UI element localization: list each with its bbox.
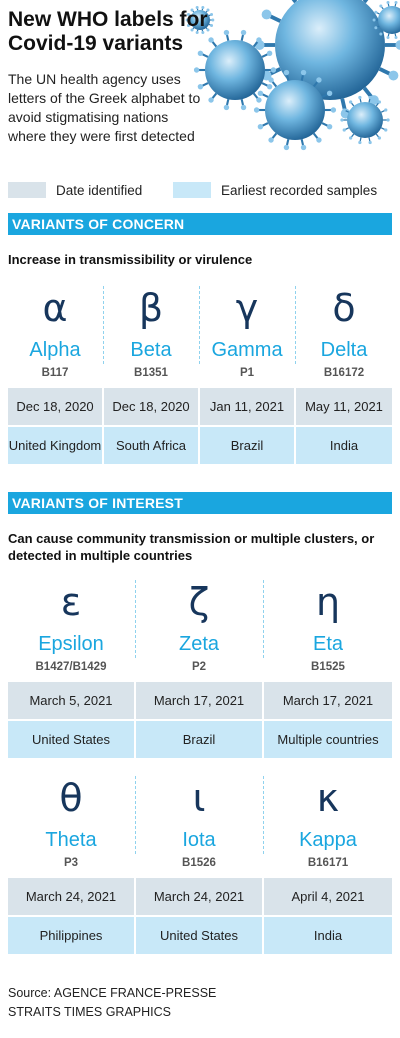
- variant-symbol: γ: [235, 286, 259, 330]
- variant-code: B117: [41, 367, 69, 379]
- earliest-sample-cell: Brazil: [200, 427, 294, 464]
- date-identified-cell: March 5, 2021: [8, 682, 134, 719]
- variant-name: Epsilon: [38, 633, 104, 655]
- variant-name: Eta: [312, 633, 344, 655]
- earliest-sample-cell: United States: [8, 721, 134, 758]
- legend-item-samples: Earliest recorded samples: [173, 180, 377, 200]
- section-description-concern: Increase in transmissibility or virulenc…: [8, 252, 253, 267]
- virus-particle: [193, 29, 277, 111]
- variant-symbol: θ: [59, 776, 83, 820]
- variant-card-alpha: α Alpha B117 Dec 18, 2020 United Kingdom: [8, 280, 102, 466]
- source-credit: Source: AGENCE FRANCE-PRESSE: [8, 986, 217, 1000]
- earliest-sample-cell: United States: [136, 917, 262, 954]
- date-identified-cell: Jan 11, 2021: [200, 388, 294, 425]
- section-description-interest: Can cause community transmission or mult…: [8, 531, 375, 563]
- variant-card-eta: η Eta B1525 March 17, 2021 Multiple countrie…: [264, 574, 392, 760]
- date-identified-cell: March 17, 2021: [264, 682, 392, 719]
- variant-code: B1351: [134, 367, 168, 379]
- variant-card-iota: ι Iota B1526 March 24, 2021 United States: [136, 770, 262, 956]
- earliest-sample-cell: South Africa: [104, 427, 198, 464]
- legend-item-date: Date identified: [8, 180, 142, 200]
- variant-symbol: ε: [60, 580, 82, 624]
- virus-particle: [185, 6, 215, 34]
- earliest-sample-cell: Philippines: [8, 917, 134, 954]
- variant-symbol: α: [42, 286, 68, 330]
- variant-code: P1: [239, 367, 255, 379]
- date-identified-cell: March 24, 2021: [8, 878, 134, 915]
- legend-label-date: Date identified: [56, 182, 143, 198]
- coronavirus-illustration: [185, 0, 400, 151]
- date-identified-cell: March 17, 2021: [136, 682, 262, 719]
- variant-name: Delta: [320, 339, 368, 361]
- column-divider: [263, 776, 264, 854]
- variant-code: P3: [63, 857, 79, 869]
- footer: Source: AGENCE FRANCE-PRESSE STRAITS TIM…: [8, 984, 392, 1022]
- variant-code: P2: [191, 661, 207, 673]
- graphics-credit: STRAITS TIMES GRAPHICS: [8, 1005, 171, 1019]
- variant-symbol: ι: [192, 776, 206, 820]
- variant-name: Zeta: [178, 633, 220, 655]
- page-subtitle: The UN health agency uses letters of the…: [8, 71, 201, 144]
- earliest-sample-cell: Multiple countries: [264, 721, 392, 758]
- earliest-sample-cell: Brazil: [136, 721, 262, 758]
- column-divider: [135, 580, 136, 658]
- column-divider: [135, 776, 136, 854]
- variant-symbol: η: [315, 580, 341, 624]
- variant-symbol: δ: [332, 286, 356, 330]
- variant-code: B1525: [311, 661, 345, 673]
- virus-particle: [372, 1, 400, 39]
- variant-card-theta: θ Theta P3 March 24, 2021 Philippines: [8, 770, 134, 956]
- variant-name: Beta: [130, 339, 172, 361]
- virus-particle: [253, 69, 337, 151]
- date-identified-cell: May 11, 2021: [296, 388, 392, 425]
- variant-symbol: κ: [316, 776, 340, 820]
- date-identified-cell: March 24, 2021: [136, 878, 262, 915]
- variant-symbol: β: [138, 286, 164, 330]
- legend-swatch-date: [8, 182, 46, 198]
- page-title: New WHO labels for Covid-19 variants: [8, 8, 208, 55]
- variant-name: Theta: [45, 829, 97, 851]
- variant-name: Kappa: [299, 829, 357, 851]
- date-identified-cell: Dec 18, 2020: [104, 388, 198, 425]
- legend-label-samples: Earliest recorded samples: [221, 182, 378, 198]
- variant-card-kappa: κ Kappa B16171 April 4, 2021 India: [264, 770, 392, 956]
- earliest-sample-cell: India: [264, 917, 392, 954]
- legend: Date identified Earliest recorded sample…: [8, 180, 392, 200]
- variant-card-zeta: ζ Zeta P2 March 17, 2021 Brazil: [136, 574, 262, 760]
- section-heading-interest: VARIANTS OF INTEREST: [8, 492, 392, 514]
- variant-name: Gamma: [211, 339, 283, 361]
- earliest-sample-cell: India: [296, 427, 392, 464]
- section-heading-concern: VARIANTS OF CONCERN: [8, 213, 392, 235]
- variant-code: B16172: [323, 367, 365, 379]
- header: New WHO labels for Covid-19 variants The…: [0, 0, 400, 165]
- variant-name: Alpha: [29, 339, 81, 361]
- column-divider: [103, 286, 104, 364]
- column-divider: [199, 286, 200, 364]
- variant-card-gamma: γ Gamma P1 Jan 11, 2021 Brazil: [200, 280, 294, 466]
- date-identified-cell: Dec 18, 2020: [8, 388, 102, 425]
- column-divider: [263, 580, 264, 658]
- variant-code: B16171: [307, 857, 349, 869]
- variant-code: B1427/B1429: [35, 661, 107, 673]
- date-identified-cell: April 4, 2021: [264, 878, 392, 915]
- variant-card-beta: β Beta B1351 Dec 18, 2020 South Africa: [104, 280, 198, 466]
- column-divider: [295, 286, 296, 364]
- legend-swatch-samples: [173, 182, 211, 198]
- variant-code: B1526: [182, 857, 216, 869]
- variant-card-delta: δ Delta B16172 May 11, 2021 India: [296, 280, 392, 466]
- variant-card-epsilon: ε Epsilon B1427/B1429 March 5, 2021 United S…: [8, 574, 134, 760]
- variant-symbol: ζ: [188, 580, 210, 624]
- virus-particle: [340, 95, 390, 145]
- variant-name: Iota: [182, 829, 216, 851]
- earliest-sample-cell: United Kingdom: [8, 427, 102, 464]
